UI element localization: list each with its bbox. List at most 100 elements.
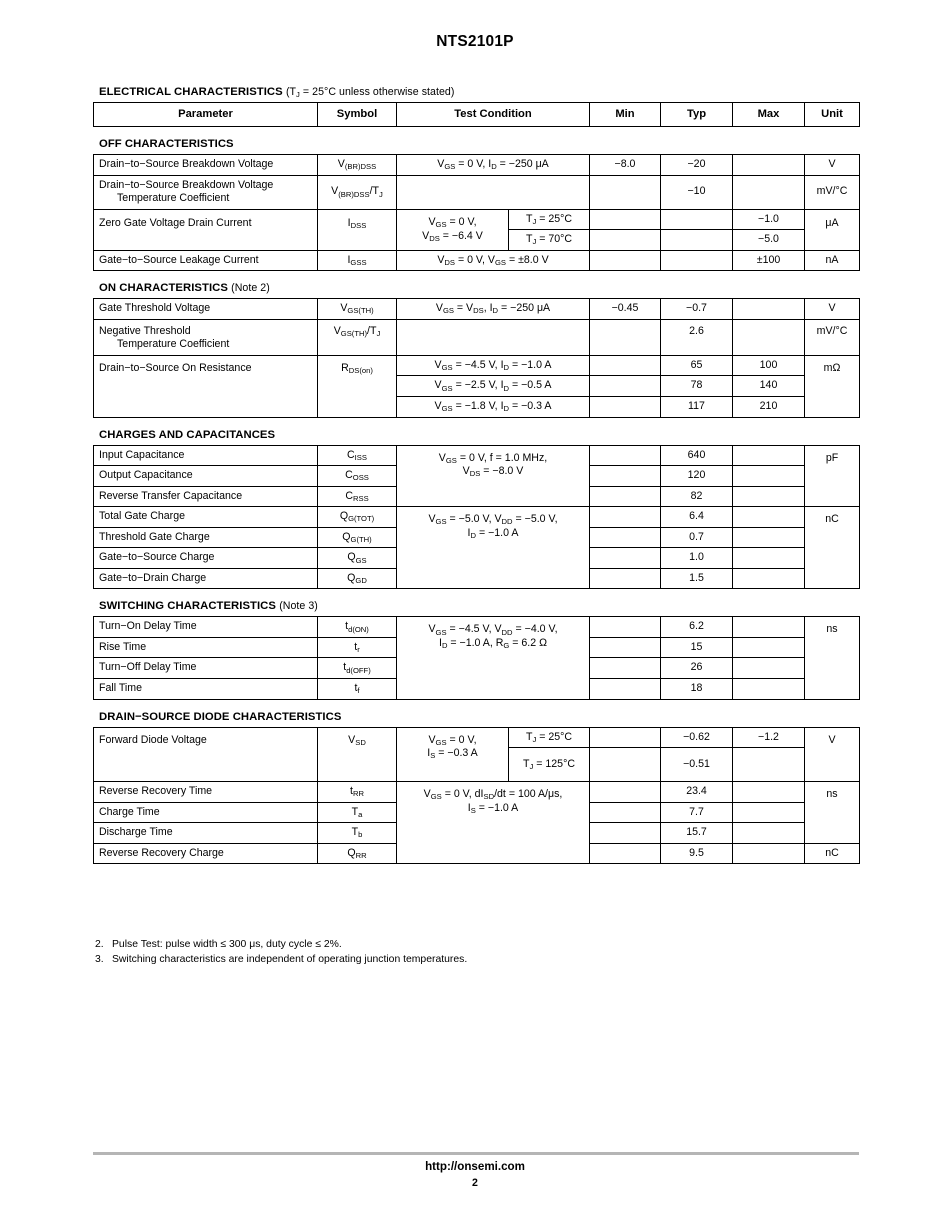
- footer-divider: [93, 1152, 859, 1155]
- footnotes: 2. Pulse Test: pulse width ≤ 300 μs, duty…: [95, 938, 795, 968]
- cell-typ: −20: [660, 154, 733, 176]
- cell-min: [589, 526, 661, 549]
- cell-symbol: RDS(on): [317, 354, 397, 418]
- col-header-min: Min: [589, 102, 661, 127]
- footnote-3: 3. Switching characteristics are independ…: [95, 953, 795, 968]
- cell-max: [732, 298, 805, 320]
- cell-test-condition: VGS = −2.5 V, ID = −0.5 A: [396, 375, 590, 398]
- cell-parameter: Reverse Transfer Capacitance: [93, 485, 318, 508]
- cell-test-condition: VGS = 0 V, ID = −250 μA: [396, 154, 590, 176]
- cell-max: [732, 485, 805, 508]
- table-diode-characteristics: Forward Diode Voltage VSD VGS = 0 V, IS =…: [93, 726, 860, 865]
- cell-min: [589, 547, 661, 569]
- cell-test-condition: [396, 318, 590, 356]
- col-header-typ: Typ: [660, 102, 733, 127]
- cell-symbol: IGSS: [317, 249, 397, 272]
- table-row: Fall Time tf 18: [93, 678, 860, 700]
- cell-test-condition: VGS = 0 V, dISD/dt = 100 A/μs, IS = −1.0 …: [396, 781, 590, 865]
- cell-typ: [660, 208, 733, 231]
- cell-symbol: QG(TH): [317, 526, 397, 549]
- cell-min: [589, 801, 661, 824]
- section-heading-on-text: ON CHARACTERISTICS: [99, 282, 228, 295]
- footnote-2-text: Pulse Test: pulse width ≤ 300 μs, duty c…: [112, 939, 342, 950]
- table-off-characteristics: Drain−to−Source Breakdown Voltage V(BR)D…: [93, 154, 860, 272]
- cell-max: [732, 547, 805, 569]
- cell-symbol: td(ON): [317, 616, 397, 638]
- section-heading-charges: CHARGES AND CAPACITANCES: [99, 428, 276, 441]
- cell-symbol: tRR: [317, 781, 397, 803]
- table-row: TJ = 70°C −5.0: [94, 229, 860, 251]
- cell-parameter-line2: Temperature Coefficient: [117, 192, 230, 205]
- cell-parameter: Zero Gate Voltage Drain Current: [93, 208, 318, 251]
- cell-symbol: QGD: [317, 567, 397, 590]
- cell-unit: ns: [804, 616, 860, 700]
- table-column-headers: Parameter Symbol Test Condition Min Typ …: [93, 102, 860, 127]
- cell-parameter: Rise Time: [93, 636, 318, 659]
- cell-min: [589, 636, 661, 659]
- cell-unit: ns: [804, 781, 860, 844]
- cell-symbol: V(BR)DSS: [317, 154, 397, 176]
- col-header-max: Max: [732, 102, 805, 127]
- table-row: Output Capacitance COSS 120: [93, 465, 860, 487]
- section-heading-switching-note: (Note 3): [279, 600, 318, 613]
- table-row: Forward Diode Voltage VSD VGS = 0 V, IS =…: [93, 726, 860, 783]
- table-row: Input Capacitance CISS VGS = 0 V, f = 1.…: [93, 444, 860, 508]
- table-switching-characteristics: Turn−On Delay Time td(ON) VGS = −4.5 V, …: [93, 616, 860, 700]
- cell-symbol: Ta: [317, 801, 397, 824]
- cell-symbol: QG(TOT): [317, 506, 397, 528]
- table-row: TJ = 125°C −0.51: [94, 747, 860, 783]
- cell-unit: μA: [804, 208, 860, 251]
- table-row: Zero Gate Voltage Drain Current IDSS VGS…: [93, 208, 860, 251]
- cell-max: [732, 747, 805, 783]
- cell-max: 140: [732, 375, 805, 398]
- table-header-row: Parameter Symbol Test Condition Min Typ …: [93, 102, 860, 127]
- cell-typ: 7.7: [660, 801, 733, 824]
- col-header-parameter: Parameter: [93, 102, 318, 127]
- footer-url[interactable]: http://onsemi.com: [425, 1160, 525, 1173]
- cell-unit: nA: [804, 249, 860, 272]
- cell-test-condition-sub: TJ = 25°C: [508, 726, 590, 749]
- cell-parameter: Gate−to−Source Charge: [93, 547, 318, 569]
- cell-min: [589, 375, 661, 398]
- cell-typ: 65: [660, 354, 733, 377]
- cell-parameter: Forward Diode Voltage: [93, 726, 318, 783]
- electrical-characteristics-heading: ELECTRICAL CHARACTERISTICS (TJ = 25°C un…: [99, 86, 859, 100]
- cell-parameter: Output Capacitance: [93, 465, 318, 487]
- table-row: Gate−to−Drain Charge QGD 1.5: [93, 567, 860, 590]
- cell-parameter: Gate Threshold Voltage: [93, 298, 318, 320]
- cell-typ: 15.7: [660, 822, 733, 844]
- cell-symbol: tr: [317, 636, 397, 659]
- cell-test-condition: VDS = 0 V, VGS = ±8.0 V: [396, 249, 590, 272]
- col-header-symbol: Symbol: [317, 102, 397, 127]
- cell-test-condition: VGS = −4.5 V, VDD = −4.0 V, ID = −1.0 A, …: [396, 616, 590, 700]
- cell-max: [732, 506, 805, 528]
- section-heading-diode: DRAIN−SOURCE DIODE CHARACTERISTICS: [99, 710, 342, 723]
- cell-min: [589, 485, 661, 508]
- cell-typ: 78: [660, 375, 733, 398]
- cell-max: [732, 616, 805, 638]
- cell-symbol: VGS(TH)/TJ: [317, 318, 397, 356]
- cell-max: [732, 822, 805, 844]
- cell-typ: 120: [660, 465, 733, 487]
- cell-parameter: Threshold Gate Charge: [93, 526, 318, 549]
- cell-test-condition: VGS = 0 V, VDS = −6.4 V: [396, 208, 509, 251]
- cell-unit: pF: [804, 444, 860, 508]
- table-row: Drain−to−Source On Resistance RDS(on) VG…: [93, 354, 860, 418]
- cell-unit: V: [804, 298, 860, 320]
- cell-typ: 18: [660, 678, 733, 700]
- table-on-characteristics: Gate Threshold Voltage VGS(TH) VGS = VDS…: [93, 298, 860, 418]
- cell-parameter: Drain−to−Source Breakdown Voltage Temper…: [93, 174, 318, 210]
- section-title-condition: (TJ = 25°C unless otherwise stated): [285, 86, 455, 100]
- table-charges-capacitances: Input Capacitance CISS VGS = 0 V, f = 1.…: [93, 444, 860, 590]
- cell-min: [589, 318, 661, 356]
- cell-min: [589, 747, 661, 783]
- cell-typ: 2.6: [660, 318, 733, 356]
- table-row: VGS = −1.8 V, ID = −0.3 A 117 210: [94, 396, 860, 418]
- cell-symbol: QGS: [317, 547, 397, 569]
- cell-test-condition: VGS = VDS, ID = −250 μA: [396, 298, 590, 320]
- cell-min: [589, 174, 661, 210]
- section-heading-on-note: (Note 2): [231, 282, 270, 295]
- cell-max: [732, 465, 805, 487]
- table-row: Charge Time Ta 7.7: [93, 801, 860, 824]
- cell-test-condition: VGS = −4.5 V, ID = −1.0 A: [396, 354, 590, 377]
